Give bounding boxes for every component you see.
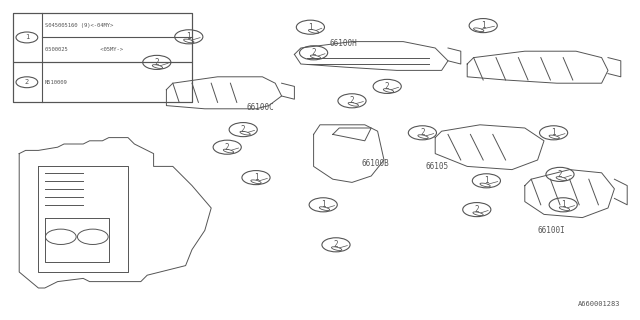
Text: S045005160 (9)<-04MY>: S045005160 (9)<-04MY> <box>45 23 113 28</box>
Text: 1: 1 <box>551 128 556 137</box>
Bar <box>13 62 192 102</box>
Text: 66100C: 66100C <box>246 103 274 112</box>
Text: 66100H: 66100H <box>330 39 357 48</box>
Text: 0500025          <05MY->: 0500025 <05MY-> <box>45 47 123 52</box>
Text: 2: 2 <box>333 240 339 249</box>
Text: 1: 1 <box>321 200 326 209</box>
Text: 1: 1 <box>25 35 29 40</box>
Text: 2: 2 <box>474 205 479 214</box>
Text: 2: 2 <box>557 170 563 179</box>
Text: 66100B: 66100B <box>362 159 389 168</box>
Text: 1: 1 <box>308 23 313 32</box>
Text: 2: 2 <box>25 79 29 85</box>
Text: 2: 2 <box>154 58 159 67</box>
Text: 66100I: 66100I <box>538 226 565 235</box>
Text: 2: 2 <box>225 143 230 152</box>
Bar <box>13 13 192 102</box>
Bar <box>13 13 192 62</box>
Text: 1: 1 <box>253 173 259 182</box>
Text: 1: 1 <box>481 21 486 30</box>
Text: N510009: N510009 <box>45 80 68 85</box>
Text: 2: 2 <box>349 96 355 105</box>
Text: 1: 1 <box>561 200 566 209</box>
Text: 2: 2 <box>385 82 390 91</box>
Text: 1: 1 <box>484 176 489 185</box>
Text: 2: 2 <box>241 125 246 134</box>
Text: A660001283: A660001283 <box>579 301 621 307</box>
Text: 2: 2 <box>311 48 316 57</box>
Text: 2: 2 <box>420 128 425 137</box>
Text: 1: 1 <box>186 32 191 41</box>
Text: 66105: 66105 <box>426 162 449 171</box>
